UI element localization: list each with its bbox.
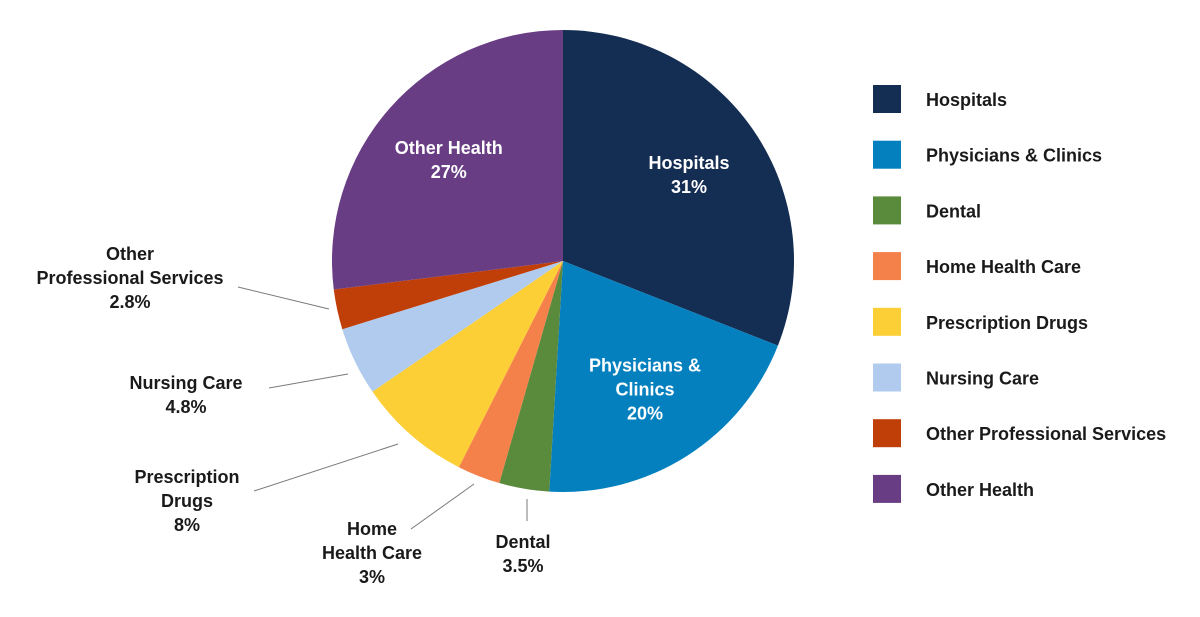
pie-slice-other-professional-services bbox=[333, 261, 563, 330]
legend: Hospitals Physicians & Clinics Dental Home … bbox=[873, 85, 1166, 503]
legend-label: Nursing Care bbox=[926, 369, 1039, 389]
legend-swatch bbox=[873, 196, 901, 225]
legend-label: Home Health Care bbox=[926, 257, 1081, 277]
legend-item-other-health: Other Health bbox=[873, 474, 1034, 503]
legend-swatch bbox=[873, 419, 901, 448]
pie-slice-other-health bbox=[331, 30, 563, 290]
pie-slice-dental bbox=[499, 261, 563, 492]
legend-swatch bbox=[873, 474, 901, 503]
slice-label-physicians-and-clinics: Physicians & Clinics 20% bbox=[589, 356, 701, 424]
legend-label: Prescription Drugs bbox=[926, 313, 1088, 333]
pie-slice-physicians-and-clinics bbox=[549, 261, 778, 493]
legend-item-physicians-and-clinics: Physicians & Clinics bbox=[873, 140, 1102, 169]
legend-item-other-professional-services: Other Professional Services bbox=[873, 419, 1166, 448]
leaders-layer bbox=[237, 286, 528, 530]
slice-label-dental: Dental 3.5% bbox=[495, 532, 550, 576]
legend-item-nursing-care: Nursing Care bbox=[873, 363, 1039, 392]
legend-item-hospitals: Hospitals bbox=[873, 85, 1007, 113]
pie-slice-nursing-care bbox=[342, 261, 563, 392]
leader-line-nursing-care bbox=[268, 373, 349, 389]
legend-item-home-health-care: Home Health Care bbox=[873, 252, 1081, 281]
legend-item-dental: Dental bbox=[873, 196, 981, 225]
slice-label-hospitals: Hospitals 31% bbox=[648, 153, 729, 197]
legend-label: Hospitals bbox=[926, 90, 1007, 110]
legend-label: Other Health bbox=[926, 480, 1034, 500]
slice-label-other-health: Other Health 27% bbox=[395, 138, 503, 182]
legend-swatch bbox=[873, 140, 901, 169]
legend-swatch bbox=[873, 307, 901, 336]
pie-slice-home-health-care bbox=[458, 261, 563, 484]
legend-swatch bbox=[873, 85, 901, 113]
leader-line-prescription-drugs bbox=[253, 443, 399, 492]
legend-label: Dental bbox=[926, 201, 981, 221]
pie-slice-hospitals bbox=[563, 30, 794, 346]
legend-swatch bbox=[873, 252, 901, 281]
slice-label-home-health-care: Home Health Care 3% bbox=[322, 519, 422, 587]
labels-layer: Hospitals 31% Physicians & Clinics 20% Dental… bbox=[36, 138, 729, 587]
legend-label: Physicians & Clinics bbox=[926, 146, 1102, 166]
legend-label: Other Professional Services bbox=[926, 424, 1166, 444]
leader-line-home-health-care bbox=[410, 483, 475, 530]
slice-label-nursing-care: Nursing Care 4.8% bbox=[129, 373, 242, 417]
legend-item-prescription-drugs: Prescription Drugs bbox=[873, 307, 1088, 336]
leader-line-other-professional-services bbox=[237, 286, 330, 310]
slice-label-other-professional-services: Other Professional Services 2.8% bbox=[36, 244, 223, 312]
slice-label-prescription-drugs: Prescription Drugs 8% bbox=[134, 467, 239, 535]
pie-slice-prescription-drugs bbox=[372, 261, 563, 468]
slices-layer bbox=[331, 30, 794, 493]
legend-swatch bbox=[873, 363, 901, 392]
